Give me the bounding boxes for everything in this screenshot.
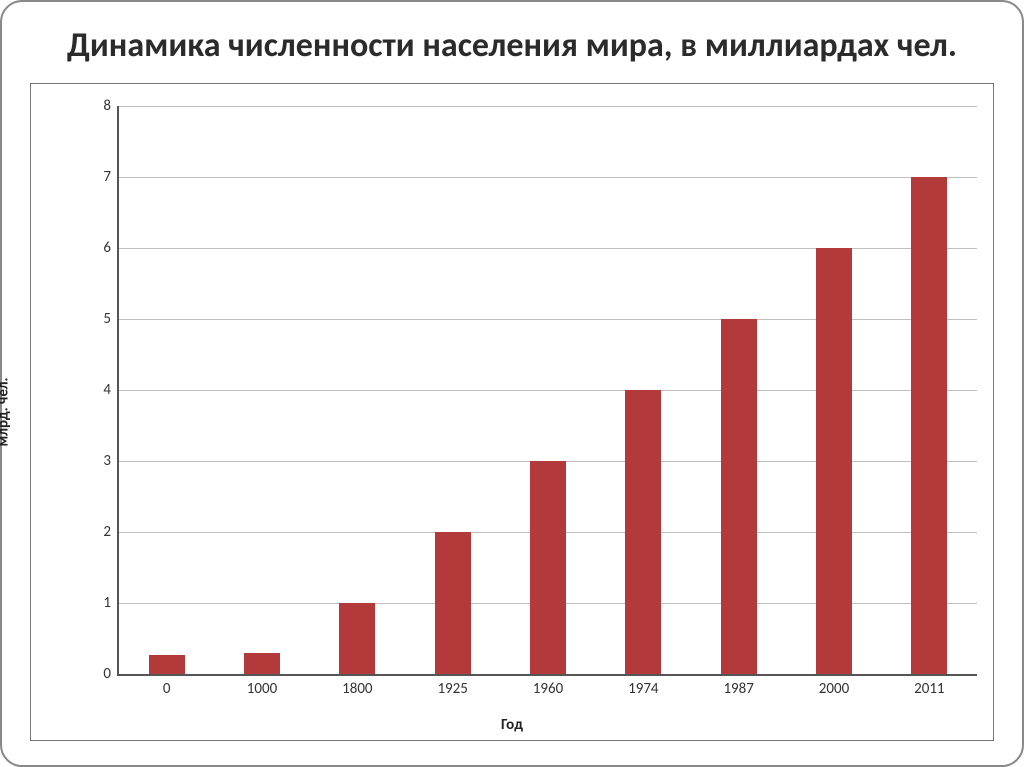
- plot-area: 0123456780100018001925196019741987200020…: [117, 106, 977, 676]
- bar: [244, 653, 280, 674]
- bar: [721, 319, 757, 674]
- gridline: [119, 177, 977, 178]
- chart-title: Динамика численности населения мира, в м…: [30, 26, 994, 65]
- x-tick-label: 2011: [914, 680, 944, 698]
- y-tick-label: 8: [103, 97, 111, 115]
- x-tick-label: 1974: [628, 680, 658, 698]
- bar: [625, 390, 661, 674]
- y-tick-label: 4: [103, 381, 111, 399]
- chart-frame: млрд. чел. 01234567801000180019251960197…: [30, 83, 994, 741]
- bar: [816, 248, 852, 674]
- x-tick-label: 1000: [247, 680, 277, 698]
- x-tick-label: 1800: [342, 680, 372, 698]
- y-tick-label: 2: [103, 523, 111, 541]
- x-tick-label: 1925: [437, 680, 467, 698]
- bar: [530, 461, 566, 674]
- bar: [911, 177, 947, 674]
- y-tick-label: 0: [103, 665, 111, 683]
- bar: [149, 655, 185, 674]
- bar: [435, 532, 471, 674]
- y-tick-label: 1: [103, 594, 111, 612]
- y-axis-label: млрд. чел.: [0, 378, 12, 447]
- slide-container: Динамика численности населения мира, в м…: [0, 0, 1024, 767]
- x-tick-label: 0: [163, 680, 171, 698]
- y-tick-label: 6: [103, 239, 111, 257]
- x-tick-label: 2000: [819, 680, 849, 698]
- y-tick-label: 7: [103, 168, 111, 186]
- bar: [339, 603, 375, 674]
- gridline: [119, 106, 977, 107]
- y-tick-label: 3: [103, 452, 111, 470]
- x-tick-label: 1987: [723, 680, 753, 698]
- y-tick-label: 5: [103, 310, 111, 328]
- x-axis-label: Год: [501, 716, 523, 734]
- x-tick-label: 1960: [533, 680, 563, 698]
